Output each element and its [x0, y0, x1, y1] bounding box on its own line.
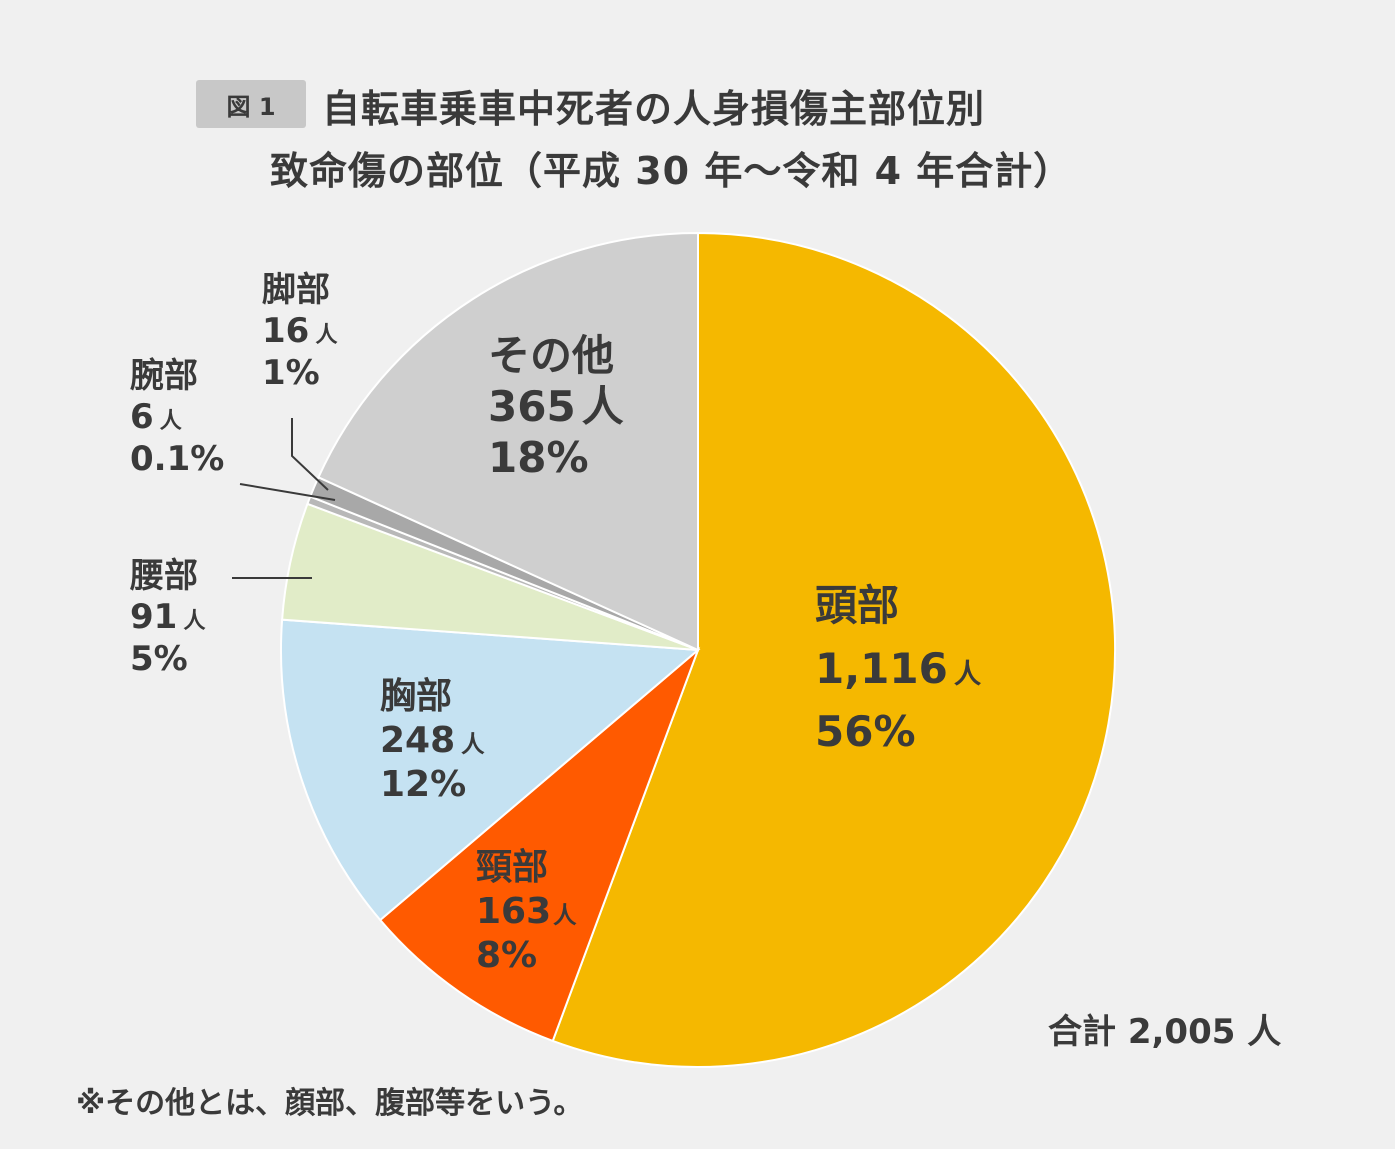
label-waist-name: 腰部: [130, 556, 198, 596]
label-head-percent: 56%: [815, 707, 916, 756]
label-head-name: 頭部: [815, 581, 900, 630]
pie-slice-other: [317, 231, 699, 652]
label-chest-name: 胸部: [380, 676, 453, 717]
label-other: その他 365 人 18%: [488, 330, 624, 484]
pie-slice-head: [551, 231, 1116, 1068]
label-leg-percent: 1%: [262, 352, 320, 393]
label-chest: 胸部 248 人 12%: [380, 675, 485, 807]
label-arm-count: 6: [130, 397, 154, 438]
label-neck-name: 頸部: [476, 847, 549, 888]
label-leg: 脚部 16 人 1%: [262, 270, 337, 394]
chart-title-line-2: 致命傷の部位（平成 30 年～令和 4 年合計）: [270, 149, 1073, 193]
label-leg-count: 16: [262, 311, 310, 352]
label-neck-unit: 人: [553, 900, 577, 929]
label-other-count: 365: [488, 382, 576, 432]
label-waist: 腰部 91 人 5%: [130, 556, 205, 680]
label-other-percent: 18%: [488, 433, 589, 483]
label-chest-unit: 人: [461, 729, 485, 758]
label-neck-percent: 8%: [476, 934, 538, 976]
label-waist-percent: 5%: [130, 638, 188, 679]
label-leg-unit: 人: [315, 322, 338, 349]
label-arm-name: 腕部: [130, 356, 198, 396]
footnote: ※その他とは、顔部、腹部等をいう。: [76, 1086, 584, 1121]
label-head-count: 1,116: [815, 644, 948, 693]
leader-line-arm: [239, 483, 336, 501]
leader-line-leg: [291, 418, 329, 491]
pie-slice-neck: [378, 646, 701, 1043]
label-other-unit: 人: [581, 382, 624, 432]
label-waist-unit: 人: [183, 608, 206, 635]
label-arm-percent: 0.1%: [130, 438, 225, 479]
label-arm-unit: 人: [159, 408, 182, 435]
label-waist-count: 91: [130, 597, 178, 638]
label-head-unit: 人: [953, 659, 982, 690]
label-head: 頭部 1,116 人 56%: [815, 574, 981, 763]
label-neck-count: 163: [476, 890, 552, 932]
label-chest-percent: 12%: [380, 763, 467, 805]
total-label: 合計 2,005 人: [1048, 1012, 1282, 1052]
label-chest-count: 248: [380, 719, 456, 761]
figure-tag: 図 1: [196, 80, 306, 128]
label-leg-name: 脚部: [262, 270, 330, 310]
pie-slice-chest: [280, 618, 701, 922]
chart-title-line-1: 自転車乗車中死者の人身損傷主部位別: [322, 87, 986, 131]
label-neck: 頸部 163人 8%: [476, 846, 577, 978]
label-other-name: その他: [488, 331, 615, 380]
